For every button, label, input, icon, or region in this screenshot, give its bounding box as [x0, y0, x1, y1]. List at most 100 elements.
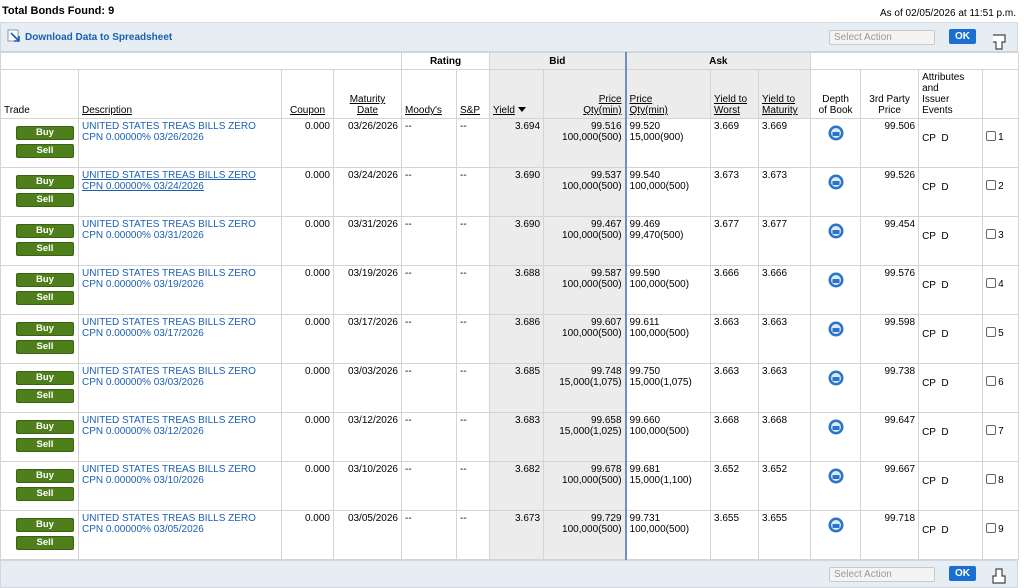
column-label[interactable]: Price Qty(min) — [583, 94, 622, 116]
attributes-cell: CP D — [918, 265, 984, 315]
checkbox[interactable] — [986, 425, 997, 435]
sp-rating: -- — [455, 118, 491, 168]
description-line: UNITED STATES TREAS BILLS ZERO — [82, 513, 256, 524]
depth-of-book-icon[interactable] — [828, 370, 844, 386]
third-party-price: 99.526 — [860, 167, 920, 217]
column-label[interactable]: Description — [82, 105, 133, 116]
description-cell: UNITED STATES TREAS BILLS ZERO CPN 0.0000… — [78, 314, 282, 364]
checkbox[interactable] — [986, 474, 997, 484]
depth-of-book-icon[interactable] — [828, 468, 844, 484]
buy-button[interactable]: Buy — [16, 224, 74, 238]
sell-button[interactable]: Sell — [16, 242, 74, 256]
scroll-down-icon[interactable] — [991, 33, 1009, 51]
bid-price-cell: 99.607 100,000(500) — [543, 314, 627, 364]
checkbox[interactable] — [986, 523, 997, 533]
select-action[interactable]: Select Action — [829, 30, 935, 45]
buy-button[interactable]: Buy — [16, 126, 74, 140]
ok-button[interactable]: OK — [949, 29, 976, 44]
yield-to-worst: 3.652 — [710, 461, 760, 511]
checkbox[interactable] — [986, 180, 997, 190]
moodys-rating: -- — [401, 216, 457, 266]
checkbox[interactable] — [986, 131, 997, 141]
buy-button[interactable]: Buy — [16, 175, 74, 189]
description-link[interactable]: UNITED STATES TREAS BILLS ZERO CPN 0.0000… — [82, 268, 278, 290]
depth-of-book-icon[interactable] — [828, 321, 844, 337]
column-label[interactable]: Yield to Maturity — [762, 94, 798, 116]
column-header: Yield to Worst — [710, 69, 760, 119]
third-party-price: 99.738 — [860, 363, 920, 413]
bid-price-cell: 99.729 100,000(500) — [543, 510, 627, 560]
checkbox[interactable] — [986, 327, 997, 337]
description-link[interactable]: UNITED STATES TREAS BILLS ZERO CPN 0.0000… — [82, 317, 278, 339]
description-link[interactable]: UNITED STATES TREAS BILLS ZERO CPN 0.0000… — [82, 366, 278, 388]
column-label[interactable]: Coupon — [289, 105, 326, 116]
depth-of-book-icon[interactable] — [828, 272, 844, 288]
moodys-rating: -- — [401, 363, 457, 413]
checkbox[interactable] — [986, 278, 997, 288]
description-link[interactable]: UNITED STATES TREAS BILLS ZERO CPN 0.0000… — [82, 219, 278, 241]
depth-of-book-icon[interactable] — [828, 223, 844, 239]
column-label[interactable]: Price Qty(min) — [629, 94, 668, 116]
column-label[interactable]: S&P — [460, 105, 481, 116]
trade-cell: Buy Sell — [0, 314, 79, 364]
buy-button[interactable]: Buy — [16, 420, 74, 434]
description-line: CPN 0.00000% 03/12/2026 — [82, 426, 204, 437]
attributes-cell: CP D — [918, 167, 984, 217]
checkbox[interactable] — [986, 376, 997, 386]
sp-rating: -- — [455, 216, 491, 266]
ok-button[interactable]: OK — [949, 566, 976, 581]
sell-button[interactable]: Sell — [16, 389, 74, 403]
sell-button[interactable]: Sell — [16, 193, 74, 207]
maturity-date: 03/31/2026 — [333, 216, 402, 266]
row-number: 2 — [998, 181, 1004, 192]
depth-cell — [810, 363, 862, 413]
description-link[interactable]: UNITED STATES TREAS BILLS ZERO CPN 0.0000… — [82, 121, 278, 143]
trade-cell: Buy Sell — [0, 412, 79, 462]
scroll-up-icon[interactable] — [991, 567, 1009, 585]
download-link[interactable]: Download Data to Spreadsheet — [25, 32, 173, 43]
column-header: Depth of Book — [810, 69, 862, 119]
buy-button[interactable]: Buy — [16, 371, 74, 385]
sell-button[interactable]: Sell — [16, 536, 74, 550]
depth-of-book-icon[interactable] — [828, 419, 844, 435]
sell-button[interactable]: Sell — [16, 438, 74, 452]
attributes: CP D — [922, 133, 949, 144]
sell-button[interactable]: Sell — [16, 144, 74, 158]
coupon: 0.000 — [281, 314, 334, 364]
sell-button[interactable]: Sell — [16, 291, 74, 305]
buy-button[interactable]: Buy — [16, 518, 74, 532]
yield-to-maturity: 3.673 — [758, 167, 812, 217]
depth-of-book-icon[interactable] — [828, 517, 844, 533]
depth-of-book-icon[interactable] — [828, 174, 844, 190]
description-line: CPN 0.00000% 03/05/2026 — [82, 524, 204, 535]
column-label[interactable]: Yield to Worst — [714, 94, 748, 116]
column-label[interactable]: Maturity Date — [349, 94, 386, 116]
buy-button[interactable]: Buy — [16, 469, 74, 483]
bond-row: Buy Sell UNITED STATES TREAS BILLS ZERO CPN… — [0, 510, 1020, 560]
bid-yield: 3.694 — [489, 118, 545, 168]
depth-of-book-icon[interactable] — [828, 125, 844, 141]
column-header: S&P — [455, 69, 491, 119]
group-header: Bid — [489, 52, 627, 70]
sell-button[interactable]: Sell — [16, 340, 74, 354]
description-link[interactable]: UNITED STATES TREAS BILLS ZERO CPN 0.0000… — [82, 464, 278, 486]
description-link[interactable]: UNITED STATES TREAS BILLS ZERO CPN 0.0000… — [82, 415, 278, 437]
description-link[interactable]: UNITED STATES TREAS BILLS ZERO CPN 0.0000… — [82, 170, 278, 192]
coupon: 0.000 — [281, 216, 334, 266]
bid-qty: 100,000(500) — [562, 132, 622, 143]
bid-price-cell: 99.516 100,000(500) — [543, 118, 627, 168]
checkbox[interactable] — [986, 229, 997, 239]
sp-rating: -- — [455, 314, 491, 364]
description-link[interactable]: UNITED STATES TREAS BILLS ZERO CPN 0.0000… — [82, 513, 278, 535]
sp-rating: -- — [455, 167, 491, 217]
column-label[interactable]: Moody's — [405, 105, 442, 116]
bid-yield: 3.688 — [489, 265, 545, 315]
buy-button[interactable]: Buy — [16, 322, 74, 336]
buy-button[interactable]: Buy — [16, 273, 74, 287]
description-line: UNITED STATES TREAS BILLS ZERO — [82, 464, 256, 475]
bid-yield: 3.683 — [489, 412, 545, 462]
attributes: CP D — [922, 231, 949, 242]
sell-button[interactable]: Sell — [16, 487, 74, 501]
ask-price: 99.731 — [629, 513, 661, 524]
column-label[interactable]: Yield — [493, 105, 515, 116]
